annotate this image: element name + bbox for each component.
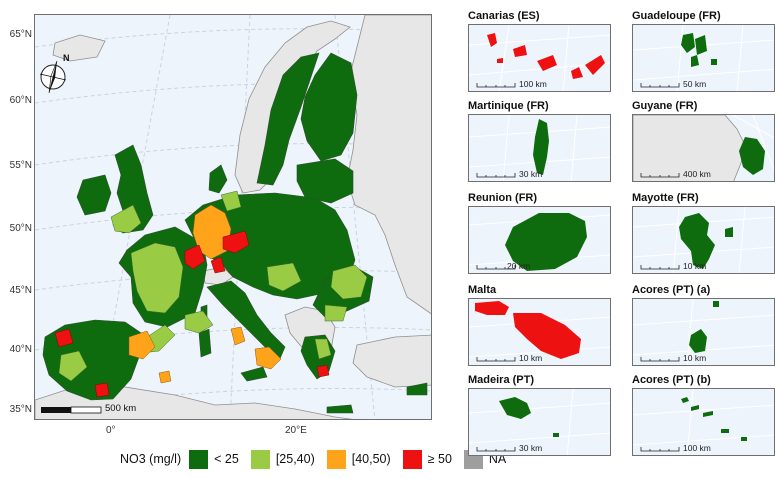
inset-canvas (469, 301, 610, 362)
inset-title: Guyane (FR) (632, 100, 698, 112)
inset-canvas (469, 25, 610, 91)
legend-title: NO3 (mg/l) (120, 452, 182, 466)
inset-guadeloupe: Guadeloupe (FR) 50 km (632, 10, 775, 94)
north-arrow (39, 60, 67, 94)
inset-title: Madeira (PT) (468, 374, 535, 386)
inset-canvas (469, 389, 610, 455)
inset-map: 10 km (468, 298, 611, 366)
inset-canvas (633, 25, 774, 91)
inset-martinique: Martinique (FR) 30 km (468, 100, 611, 184)
inset-mayotte: Mayotte (FR) 10 km (632, 192, 775, 276)
inset-map: 10 km (632, 206, 775, 274)
legend-label: < 25 (214, 452, 239, 466)
lat-label-55: 55°N (9, 160, 32, 171)
lon-label-0: 0° (106, 425, 116, 436)
inset-acores-b: Acores (PT) (b) 100 km (632, 374, 775, 458)
inset-acores-a: Acores (PT) (a) 10 km (632, 284, 775, 368)
legend-swatch (402, 449, 422, 469)
lat-label-40: 40°N (9, 344, 32, 355)
main-scale-bar (41, 406, 102, 414)
lat-label-60: 60°N (9, 95, 32, 106)
inset-map: 30 km (468, 388, 611, 456)
inset-title: Mayotte (FR) (632, 192, 699, 204)
inset-title: Martinique (FR) (468, 100, 549, 112)
class-ge-50 (54, 230, 330, 398)
inset-title: Guadeloupe (FR) (632, 10, 721, 22)
inset-title: Malta (468, 284, 497, 296)
inset-title: Acores (PT) (a) (632, 284, 711, 296)
inset-canarias: Canarias (ES) 100 km (468, 10, 611, 94)
inset-malta: Malta 10 km (468, 284, 611, 368)
legend-item-40-50: [40,50) (326, 449, 391, 469)
inset-map: 100 km (468, 24, 611, 92)
europe-map-canvas (35, 15, 431, 419)
lat-label-45: 45°N (9, 285, 32, 296)
inset-scale-label: 100 km (683, 443, 711, 453)
inset-canvas (633, 389, 774, 455)
inset-scale-label: 30 km (519, 443, 543, 453)
lon-label-20e: 20°E (285, 425, 307, 436)
legend-label: [40,50) (351, 452, 391, 466)
main-scale-label: 500 km (105, 403, 137, 414)
inset-scale-label: 10 km (683, 261, 707, 271)
inset-map: 20 km (468, 206, 611, 274)
inset-canvas (469, 213, 610, 271)
legend-swatch (326, 449, 346, 469)
inset-guyane: Guyane (FR) 400 km (632, 100, 775, 184)
inset-scale-label: 30 km (519, 169, 543, 179)
inset-map: 400 km (632, 114, 775, 182)
lat-label-50: 50°N (9, 223, 32, 234)
lat-label-35: 35°N (9, 404, 32, 415)
class-40-50 (128, 204, 282, 384)
inset-canvas (633, 115, 774, 181)
inset-reunion: Reunion (FR) 20 km (468, 192, 611, 276)
legend-label: ≥ 50 (427, 452, 452, 466)
inset-scale-label: 50 km (683, 79, 707, 89)
inset-map: 30 km (468, 114, 611, 182)
inset-scale-label: 10 km (519, 353, 543, 363)
legend-label: [25,40) (275, 452, 315, 466)
legend-swatch (250, 449, 270, 469)
legend-item-lt25: < 25 (189, 449, 239, 469)
legend-item-ge50: ≥ 50 (402, 449, 452, 469)
inset-title: Canarias (ES) (468, 10, 540, 22)
class-25-40 (58, 190, 368, 382)
inset-madeira: Madeira (PT) 30 km (468, 374, 611, 458)
inset-scale-label: 400 km (683, 169, 711, 179)
inset-canvas (633, 207, 774, 273)
inset-canvas (469, 115, 610, 181)
inset-scale-label: 10 km (683, 353, 707, 363)
inset-map: 10 km (632, 298, 775, 366)
inset-map: 100 km (632, 388, 775, 456)
inset-canvas (633, 299, 774, 365)
north-arrow-label: N (63, 53, 70, 63)
inset-title: Reunion (FR) (468, 192, 538, 204)
legend: NO3 (mg/l) < 25 [25,40) [40,50) ≥ 50 NA (120, 448, 518, 470)
inset-title: Acores (PT) (b) (632, 374, 711, 386)
inset-map: 50 km (632, 24, 775, 92)
inset-scale-label: 20 km (507, 261, 531, 271)
inset-scale-label: 100 km (519, 79, 547, 89)
legend-swatch (189, 449, 209, 469)
lat-label-65: 65°N (9, 29, 32, 40)
europe-map: N 500 km (34, 14, 432, 420)
legend-item-25-40: [25,40) (250, 449, 315, 469)
